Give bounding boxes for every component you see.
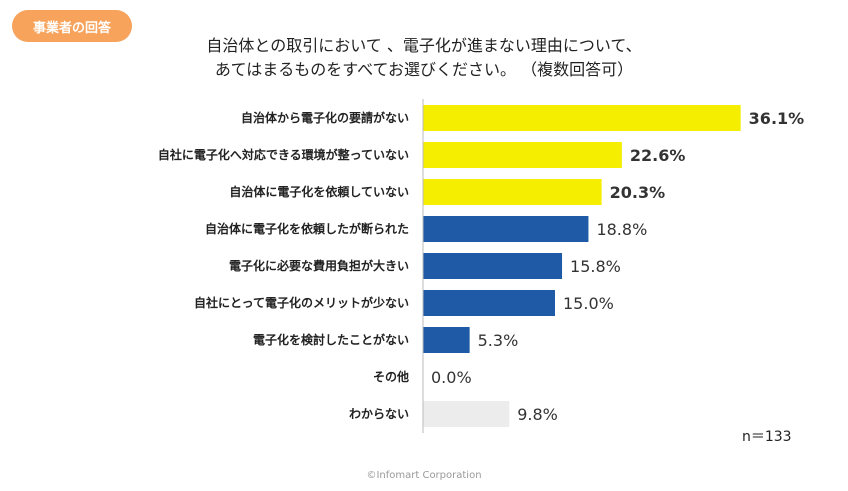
value-label: 0.0% bbox=[431, 368, 472, 387]
bar bbox=[423, 105, 741, 131]
bar bbox=[423, 142, 622, 168]
category-label: 自社にとって電子化のメリットが少ない bbox=[194, 295, 409, 310]
bar bbox=[423, 216, 589, 242]
category-label: 自治体に電子化を依頼していない bbox=[229, 184, 409, 199]
copyright-footer: ©Infomart Corporation bbox=[366, 470, 482, 481]
bars bbox=[423, 105, 741, 427]
category-labels: 自治体から電子化の要請がない自社に電子化へ対応できる環境が整っていない自治体に電… bbox=[158, 110, 409, 421]
bar bbox=[423, 327, 470, 353]
value-label: 9.8% bbox=[517, 405, 558, 424]
chart-title-line-1: 自治体との取引において 、電子化が進まない理由について、 bbox=[206, 36, 642, 55]
bar bbox=[423, 290, 555, 316]
value-label: 5.3% bbox=[478, 331, 519, 350]
category-label: わからない bbox=[349, 407, 409, 421]
value-labels: 36.1% 22.6% 20.3% 18.8% 15.8% 15.0% 5.3% 0.0% 9.… bbox=[431, 109, 804, 424]
value-label: 15.0% bbox=[563, 294, 614, 313]
category-label: 電子化を検討したことがない bbox=[253, 332, 409, 347]
value-label: 20.3% bbox=[610, 183, 666, 202]
category-label: 自社に電子化へ対応できる環境が整っていない bbox=[158, 147, 409, 162]
bar bbox=[423, 253, 563, 279]
bar bbox=[423, 179, 602, 205]
category-label: 自治体に電子化を依頼したが断られた bbox=[205, 221, 409, 236]
category-label: 電子化に必要な費用負担が大きい bbox=[229, 258, 409, 273]
value-label: 36.1% bbox=[749, 109, 805, 128]
category-label: 自治体から電子化の要請がない bbox=[241, 110, 409, 125]
bar bbox=[423, 401, 510, 427]
category-label: その他 bbox=[373, 369, 409, 384]
value-label: 18.8% bbox=[596, 220, 647, 239]
value-label: 22.6% bbox=[630, 146, 686, 165]
respondent-badge: 事業者の回答 bbox=[12, 10, 132, 42]
sample-size-note: n＝133 bbox=[742, 429, 792, 445]
chart-title: 自治体との取引において 、電子化が進まない理由について、 あてはまるものをすべて… bbox=[0, 34, 848, 82]
value-label: 15.8% bbox=[570, 257, 621, 276]
chart-title-line-2: あてはまるものをすべてお選びください。 （複数回答可） bbox=[214, 60, 634, 79]
